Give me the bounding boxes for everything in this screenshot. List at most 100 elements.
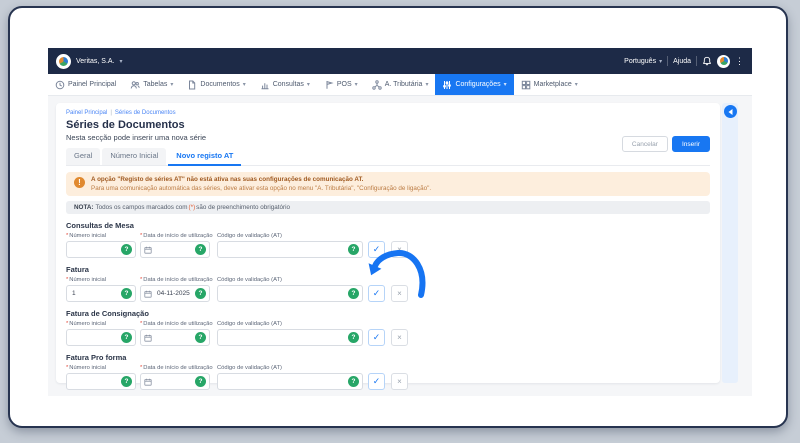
confirm-row-button[interactable]: ✓	[368, 285, 385, 302]
confirm-row-button[interactable]: ✓	[368, 373, 385, 390]
chevron-down-icon: ▾	[354, 82, 358, 88]
language-selector[interactable]: Português	[624, 57, 657, 65]
collapse-panel-button[interactable]	[723, 105, 737, 118]
numero-inicial-input[interactable]: 1 ?	[66, 285, 136, 302]
tab-n-mero-inicial[interactable]: Número Inicial	[102, 148, 167, 165]
help-icon[interactable]: ?	[121, 244, 132, 255]
section-title: Consultas de Mesa	[66, 221, 134, 230]
tab-geral[interactable]: Geral	[66, 148, 101, 165]
help-icon[interactable]: ?	[195, 332, 206, 343]
series-sections: Consultas de Mesa *Número inicial ? *Dat…	[66, 221, 710, 390]
clear-row-button[interactable]: ×	[391, 241, 408, 258]
codigo-validacao-input[interactable]: ?	[217, 285, 363, 302]
nav-item-a-tribut-ria[interactable]: A. Tributária ▾	[365, 74, 436, 95]
breadcrumb-link-series[interactable]: Séries de Documentos	[114, 110, 176, 116]
tab-bar: Geral Número Inicial Novo registo AT	[66, 148, 710, 166]
section-title: Fatura	[66, 265, 89, 274]
nav-item-consultas[interactable]: Consultas ▾	[253, 74, 317, 95]
series-card: Painel Principal | Séries de Documentos …	[56, 103, 720, 390]
numero-inicial-input[interactable]: ?	[66, 241, 136, 258]
help-icon[interactable]: ?	[195, 376, 206, 387]
chevron-down-icon: ▾	[242, 82, 246, 88]
user-avatar[interactable]	[717, 54, 730, 68]
data-inicio-input[interactable]: 04-11-2025 ?	[140, 285, 210, 302]
warning-title: A opção "Registo de séries AT" não está …	[91, 176, 364, 183]
nav-item-configura-es[interactable]: Configurações ▾	[435, 74, 514, 95]
help-icon[interactable]: ?	[121, 376, 132, 387]
company-logo-icon	[56, 53, 71, 69]
tab-novo-registo-at[interactable]: Novo registo AT	[168, 148, 242, 166]
required-asterisk: *	[140, 321, 143, 327]
document-icon	[187, 80, 197, 90]
required-asterisk: *	[66, 365, 69, 371]
confirm-row-button[interactable]: ✓	[368, 329, 385, 346]
notifications-bell-icon[interactable]	[702, 56, 712, 66]
page-subtitle: Nesta secção pode inserir uma nova série	[66, 133, 207, 142]
help-icon[interactable]: ?	[121, 288, 132, 299]
nav-item-pos[interactable]: POS ▾	[317, 74, 365, 95]
numero-inicial-input[interactable]: ?	[66, 329, 136, 346]
required-asterisk: *	[140, 277, 143, 283]
document-series-section: Fatura Pro forma *Número inicial ? *Data…	[66, 353, 710, 390]
clear-row-button[interactable]: ×	[391, 285, 408, 302]
grid-icon	[521, 80, 531, 90]
help-panel-strip	[722, 103, 738, 383]
codigo-validacao-input[interactable]: ?	[217, 241, 363, 258]
insert-button[interactable]: Inserir	[671, 136, 710, 152]
cancel-button[interactable]: Cancelar	[621, 136, 668, 152]
help-icon[interactable]: ?	[121, 332, 132, 343]
help-icon[interactable]: ?	[195, 288, 206, 299]
nav-item-documentos[interactable]: Documentos ▾	[180, 74, 252, 95]
calendar-icon[interactable]	[144, 334, 152, 342]
help-icon[interactable]: ?	[348, 376, 359, 387]
calendar-icon[interactable]	[144, 378, 152, 386]
help-icon[interactable]: ?	[348, 332, 359, 343]
nav-item-painel-principal[interactable]: Painel Principal ▾	[48, 74, 123, 95]
calendar-icon[interactable]	[144, 246, 152, 254]
clear-row-button[interactable]: ×	[391, 329, 408, 346]
data-inicio-input[interactable]: ?	[140, 373, 210, 390]
header-actions: Cancelar Inserir	[621, 136, 710, 152]
chevron-down-icon: ▾	[574, 82, 578, 88]
sliders-icon	[442, 80, 452, 90]
data-inicio-input[interactable]: ?	[140, 329, 210, 346]
company-menu[interactable]: Veritas, S.A. ▾	[56, 53, 123, 69]
clock-icon	[55, 80, 65, 90]
page-title: Séries de Documentos	[66, 119, 185, 131]
document-series-section: Consultas de Mesa *Número inicial ? *Dat…	[66, 221, 710, 258]
chevron-down-icon: ▾	[425, 82, 429, 88]
breadcrumb-link-painel[interactable]: Painel Principal	[66, 110, 108, 116]
help-icon[interactable]: ?	[348, 288, 359, 299]
content-area: Painel Principal | Séries de Documentos …	[48, 96, 752, 396]
divider	[696, 56, 697, 66]
kebab-menu-icon[interactable]: ⋮	[735, 55, 744, 66]
confirm-row-button[interactable]: ✓	[368, 241, 385, 258]
section-title: Fatura de Consignação	[66, 309, 149, 318]
help-icon[interactable]: ?	[348, 244, 359, 255]
chevron-down-icon: ▾	[119, 58, 123, 65]
numero-inicial-input[interactable]: ?	[66, 373, 136, 390]
required-asterisk: *	[66, 321, 69, 327]
help-icon[interactable]: ?	[195, 244, 206, 255]
chevron-down-icon: ▾	[503, 82, 507, 88]
help-link[interactable]: Ajuda	[673, 57, 691, 65]
calendar-icon[interactable]	[144, 290, 152, 298]
users-icon	[130, 80, 141, 90]
nav-item-marketplace[interactable]: Marketplace ▾	[514, 74, 585, 95]
breadcrumb-separator: |	[110, 110, 112, 116]
network-icon	[371, 79, 382, 90]
divider	[667, 56, 669, 66]
required-asterisk: *	[66, 277, 69, 283]
breadcrumb: Painel Principal | Séries de Documentos	[66, 110, 710, 116]
data-inicio-input[interactable]: ?	[140, 241, 210, 258]
nav-item-tabelas[interactable]: Tabelas ▾	[123, 74, 180, 95]
clear-row-button[interactable]: ×	[391, 373, 408, 390]
required-asterisk: *	[140, 233, 143, 239]
chevron-down-icon: ▾	[659, 58, 663, 65]
note-prefix: NOTA:	[74, 204, 94, 211]
chevron-down-icon: ▾	[306, 82, 310, 88]
chevron-down-icon: ▾	[170, 82, 174, 88]
required-asterisk: *	[140, 365, 143, 371]
codigo-validacao-input[interactable]: ?	[217, 329, 363, 346]
codigo-validacao-input[interactable]: ?	[217, 373, 363, 390]
